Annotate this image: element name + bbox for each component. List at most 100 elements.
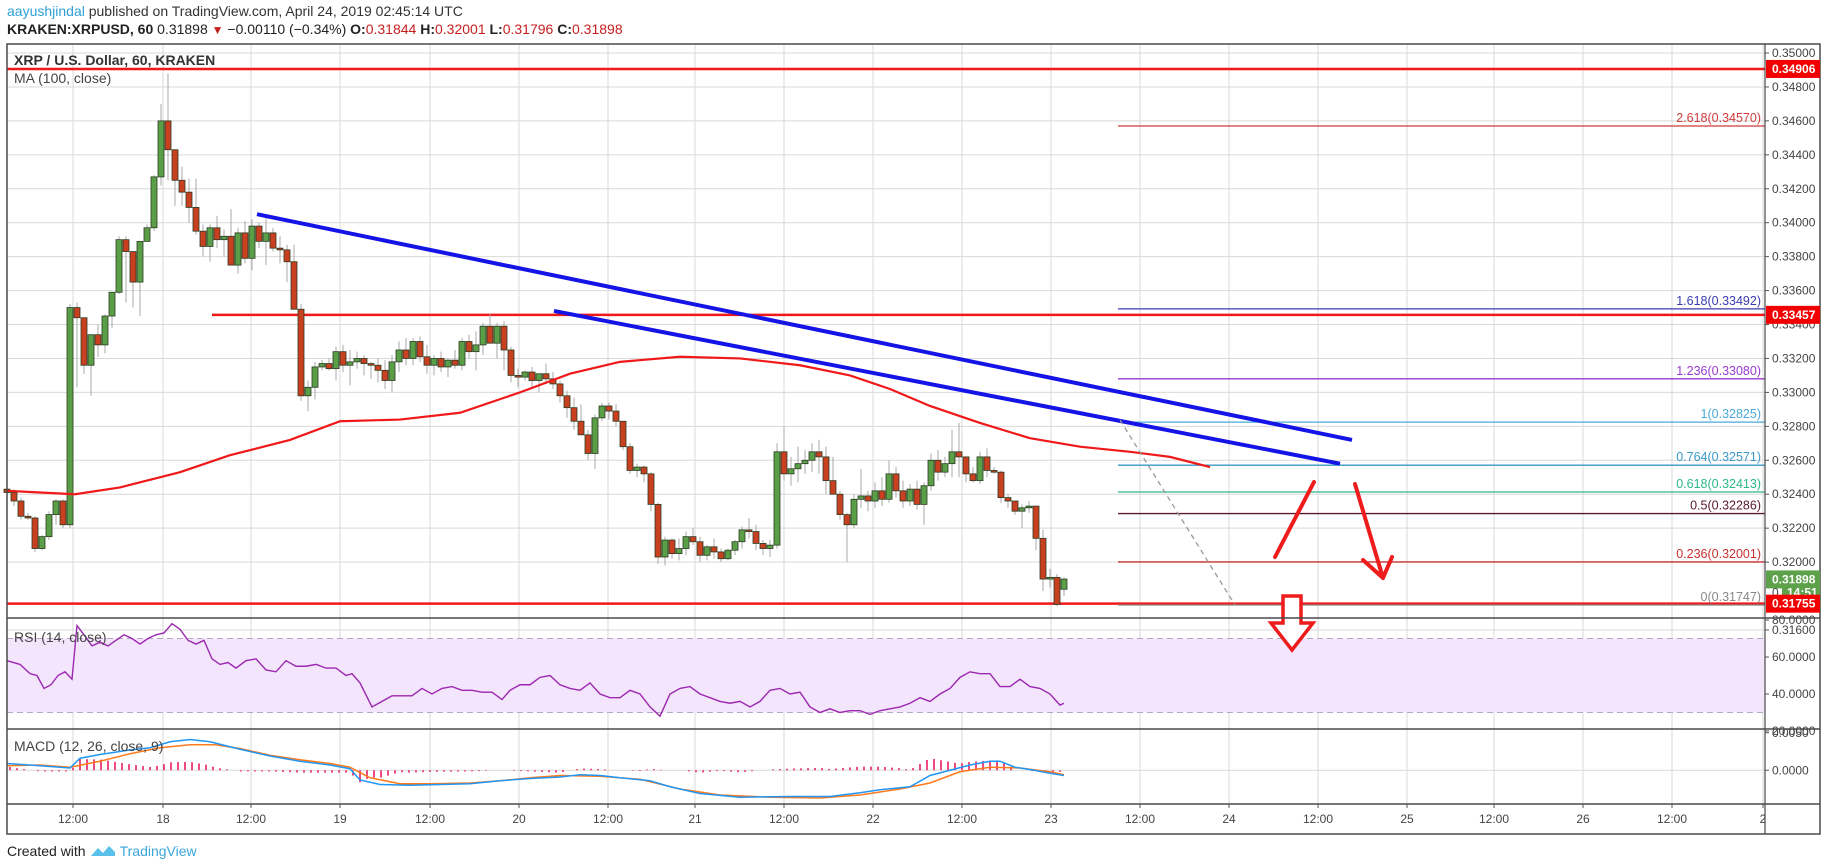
bullish-candle	[948, 451, 956, 465]
bearish-candle	[640, 466, 648, 475]
bullish-candle	[52, 500, 60, 515]
time-tick-label: 24	[1222, 812, 1236, 826]
price-change: −0.00110 (−0.34%)	[227, 21, 347, 37]
published-text: published on TradingView.com, April 24, …	[84, 3, 463, 19]
price-axis[interactable]: 0.35000 0.34800 0.34600 0.34400 0.34200 0.340…	[1765, 46, 1816, 637]
bearish-candle	[689, 536, 697, 543]
rsi-tick-label: 40.0000	[1772, 687, 1816, 701]
bearish-candle	[584, 434, 592, 454]
time-tick-label: 18	[156, 812, 170, 826]
bullish-candle	[206, 227, 214, 247]
fib-label-0.764: 0.764(0.32571)	[1676, 450, 1761, 464]
price-tick-label: 0.34600	[1772, 114, 1816, 128]
bearish-candle	[367, 363, 375, 366]
tradingview-link[interactable]: TradingView	[119, 843, 197, 859]
time-tick-label: 12:00	[1303, 812, 1333, 826]
price-badge-label: 0.31898	[1772, 572, 1816, 586]
horizontal-levels[interactable]	[7, 67, 1765, 605]
descending-trendline-lower[interactable]	[553, 308, 1341, 466]
bearish-candle	[402, 349, 410, 359]
bearish-candle	[451, 359, 459, 366]
descending-trendline-upper[interactable]	[256, 212, 1353, 442]
bullish-candle	[304, 386, 312, 397]
bearish-candle	[934, 459, 942, 473]
price-tick-label: 0.32600	[1772, 453, 1816, 467]
pane-frames	[6, 43, 1821, 835]
price-tick-label: 0.35000	[1772, 46, 1816, 60]
bullish-candle	[395, 349, 403, 363]
bearish-candle	[213, 227, 221, 241]
bearish-candle	[990, 470, 998, 473]
candlesticks	[3, 73, 1068, 607]
rsi-legend[interactable]: RSI (14, close)	[14, 629, 107, 645]
close-label: C:	[557, 21, 572, 37]
bearish-candle	[1032, 505, 1040, 539]
bearish-candle	[1004, 497, 1012, 502]
high-label: H:	[420, 21, 435, 37]
trendlines[interactable]	[256, 212, 1353, 466]
macd-legend[interactable]: MACD (12, 26, close, 9)	[14, 738, 164, 754]
bearish-candle	[129, 251, 137, 283]
ma-legend[interactable]: MA (100, close)	[14, 70, 112, 86]
time-tick-label: 12:00	[415, 812, 445, 826]
price-tick-label: 0.33800	[1772, 250, 1816, 264]
bearish-candle	[864, 495, 872, 502]
main-pane-title: XRP / U.S. Dollar, 60, KRAKEN	[14, 52, 216, 68]
bearish-candle	[423, 356, 431, 366]
rsi-line	[6, 622, 1065, 718]
rsi-tick-label: 60.0000	[1772, 650, 1816, 664]
rsi-overbought-oversold-band	[7, 638, 1765, 713]
price-badge-0.34906	[1766, 59, 1820, 78]
bearish-candle	[983, 456, 991, 471]
price-badge-label: 0.31755	[1772, 597, 1816, 611]
bearish-candle	[269, 232, 277, 249]
price-badge-0.33457	[1766, 305, 1820, 324]
bullish-candle	[45, 514, 53, 538]
tradingview-logo-icon	[90, 846, 115, 856]
fibonacci-extension[interactable]: 2.618(0.34570) 1.618(0.33492) 1.236(0.3308…	[1118, 111, 1765, 606]
bearish-candle	[843, 514, 851, 526]
price-tick-label: 0.33600	[1772, 284, 1816, 298]
rsi-level-lines	[7, 638, 1765, 713]
time-tick-label: 23	[1044, 812, 1058, 826]
bearish-candle	[605, 405, 613, 412]
bearish-candle	[745, 529, 753, 532]
bullish-candle	[1025, 505, 1033, 509]
bearish-candle	[969, 473, 977, 482]
time-tick-label: 12:00	[1657, 812, 1687, 826]
high-value: 0.32001	[435, 21, 486, 37]
time-tick-label: 12:00	[947, 812, 977, 826]
ma-100-line	[6, 355, 1211, 496]
bullish-candle	[388, 361, 396, 381]
bearish-candle	[563, 395, 571, 409]
bullish-candle	[472, 344, 480, 353]
time-tick-label: 19	[333, 812, 347, 826]
bearish-candle	[486, 325, 494, 344]
bullish-candle	[353, 358, 361, 363]
bearish-candle	[815, 451, 823, 458]
bullish-candle	[808, 451, 816, 461]
author-link[interactable]: aayushjindal	[7, 3, 85, 19]
bullish-candle	[675, 548, 683, 555]
bullish-candle	[87, 334, 95, 366]
bearish-candle	[437, 358, 445, 368]
bullish-candle	[724, 549, 732, 560]
price-tick-label: 0.32800	[1772, 419, 1816, 433]
bullish-candle	[1046, 576, 1054, 580]
bullish-candle	[801, 459, 809, 465]
bullish-candle	[633, 466, 641, 471]
price-tick-label: 0.34400	[1772, 148, 1816, 162]
outer-frame	[6, 43, 1821, 835]
bearish-candle	[1039, 537, 1047, 580]
bullish-candle	[976, 456, 984, 482]
bullish-candle	[248, 225, 256, 259]
bullish-candle	[794, 463, 802, 470]
time-axis[interactable]: 12:00 18 12:00 19 12:00 20 12:00 21 12:00 22 12:00…	[58, 804, 1767, 826]
created-with-text: Created with	[7, 843, 86, 859]
time-tick-label: 25	[1400, 812, 1414, 826]
rsi-tick-label: 20.0000	[1772, 724, 1816, 738]
bullish-candle	[157, 120, 165, 178]
bearish-candle	[822, 456, 830, 482]
